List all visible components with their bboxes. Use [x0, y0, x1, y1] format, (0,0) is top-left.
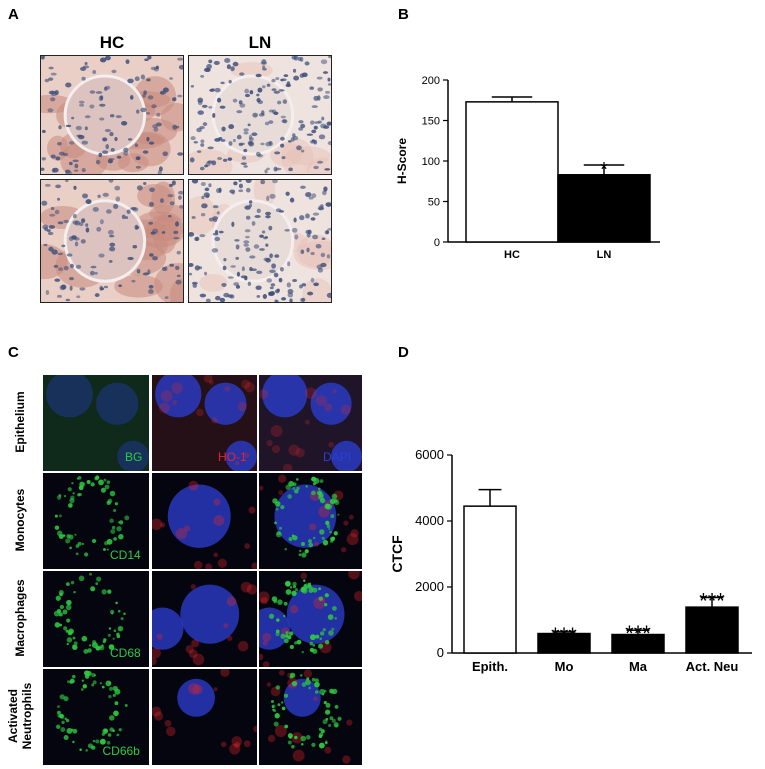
- y-tick-label: 150: [422, 116, 440, 128]
- panel-c-row-label-line: Macrophages: [13, 579, 27, 657]
- panel-c-channel-label: HO-1: [218, 450, 247, 464]
- panel-c-letter: C: [8, 344, 19, 361]
- x-tick-label: HC: [504, 249, 520, 261]
- fluorescence-tile: [151, 668, 258, 766]
- y-tick-label: 6000: [415, 447, 444, 462]
- histology-ln-top: [188, 55, 332, 175]
- y-tick-label: 2000: [415, 579, 444, 594]
- x-tick-label: Epith.: [472, 659, 508, 674]
- bar: [611, 633, 665, 654]
- histology-hc-bottom: [40, 179, 184, 303]
- bar: [465, 101, 559, 243]
- panel-a-column-ln: LN: [248, 33, 272, 52]
- y-tick-label: 0: [437, 645, 444, 660]
- panel-c-channel-label: DAPI: [323, 450, 352, 464]
- bar: [463, 505, 517, 654]
- panel-d-chart: 0 2000 4000 6000 CTCF Epith. Mo *** Ma *** Act. Ne…: [390, 447, 752, 674]
- panel-b-chart: 0 50 100 150 200 H-Score HC LN *: [395, 75, 660, 261]
- y-axis-label: H-Score: [395, 138, 409, 184]
- panel-c-row-label-line: Monocytes: [13, 488, 27, 552]
- panel-c-channel-label: BG: [125, 450, 143, 464]
- fluorescence-tile: [42, 668, 150, 766]
- y-tick-label: 0: [434, 237, 440, 249]
- fluorescence-tile: [258, 570, 363, 668]
- fluorescence-tile: [151, 374, 258, 472]
- panel-c-row-label-line: Epithelium: [13, 391, 27, 453]
- fluorescence-tile: [42, 472, 150, 570]
- bar: [685, 606, 739, 654]
- fluorescence-tile: [151, 570, 258, 668]
- y-axis-label: CTCF: [390, 535, 405, 573]
- significance-marker: ***: [699, 589, 725, 614]
- panel-c-row-label: Monocytes: [13, 489, 27, 552]
- y-tick-label: 200: [422, 75, 440, 87]
- fluorescence-tile: [151, 472, 258, 570]
- panel-c-channel-label: CD68: [110, 646, 141, 660]
- fluorescence-tile: [258, 668, 363, 766]
- panel-c-row-label-line: Neutrophils: [20, 682, 34, 750]
- x-tick-label: Act. Neu: [686, 659, 739, 674]
- fluorescence-tile: [42, 374, 150, 472]
- x-tick-label: Mo: [555, 659, 574, 674]
- y-tick-label: 4000: [415, 513, 444, 528]
- histology-ln-bottom: [188, 179, 332, 303]
- fluorescence-tile: [258, 374, 363, 472]
- significance-marker: *: [600, 159, 608, 181]
- bar: [557, 174, 651, 243]
- y-tick-label: 100: [422, 156, 440, 168]
- significance-marker: ***: [625, 621, 651, 646]
- fluorescence-tile: [258, 472, 363, 570]
- panel-c-channel-label: CD66b: [102, 744, 140, 758]
- panel-b-letter: B: [398, 6, 409, 23]
- panel-a-letter: A: [8, 6, 19, 23]
- x-tick-label: LN: [597, 249, 612, 261]
- bar: [537, 632, 591, 654]
- fluorescence-tile: [42, 570, 150, 668]
- panel-a-column-hc: HC: [99, 33, 125, 52]
- panel-c-row-label: Macrophages: [13, 579, 27, 656]
- panel-c-row-label: Epithelium: [13, 391, 27, 452]
- panel-c-row-label: Activated Neutrophils: [6, 683, 34, 750]
- panel-c-channel-label: CD14: [110, 548, 141, 562]
- panel-c-row-label-line: Activated: [6, 688, 20, 744]
- histology-hc-top: [40, 55, 184, 175]
- y-tick-label: 50: [428, 197, 440, 209]
- significance-marker: ***: [551, 623, 577, 648]
- panel-d-letter: D: [398, 344, 409, 361]
- x-tick-label: Ma: [629, 659, 648, 674]
